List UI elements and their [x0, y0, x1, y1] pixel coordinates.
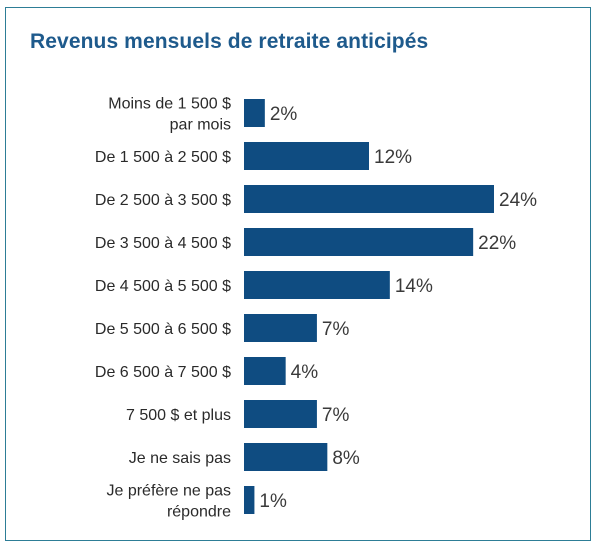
- category-label: Moins de 1 500 $: [108, 96, 231, 113]
- data-label: 1%: [259, 491, 287, 512]
- category-label: De 5 500 à 6 500 $: [95, 321, 231, 338]
- bar: [244, 357, 286, 385]
- data-label: 4%: [291, 362, 319, 383]
- category-label: De 4 500 à 5 500 $: [95, 278, 231, 295]
- category-label: De 6 500 à 7 500 $: [95, 364, 231, 381]
- category-label: par mois: [170, 117, 231, 134]
- category-label: De 1 500 à 2 500 $: [95, 149, 231, 166]
- bar: [244, 443, 328, 471]
- data-label: 7%: [322, 405, 350, 426]
- bar: [244, 400, 317, 428]
- category-label: De 3 500 à 4 500 $: [95, 235, 231, 252]
- bar: [244, 228, 474, 256]
- chart-title: Revenus mensuels de retraite anticipés: [30, 30, 429, 53]
- data-label: 2%: [270, 104, 298, 125]
- bar: [244, 185, 494, 213]
- data-label: 24%: [499, 190, 537, 211]
- data-label: 12%: [374, 147, 412, 168]
- data-label: 14%: [395, 276, 433, 297]
- category-label: 7 500 $ et plus: [126, 407, 231, 424]
- bar: [244, 142, 369, 170]
- category-label: Je ne sais pas: [129, 450, 231, 467]
- data-label: 7%: [322, 319, 350, 340]
- data-label: 22%: [478, 233, 516, 254]
- bar: [244, 486, 255, 514]
- category-label: De 2 500 à 3 500 $: [95, 192, 231, 209]
- data-label: 8%: [332, 448, 360, 469]
- bar: [244, 99, 265, 127]
- category-label: répondre: [167, 504, 231, 521]
- category-label: Je préfère ne pas: [106, 483, 231, 500]
- bar: [244, 271, 390, 299]
- bar: [244, 314, 317, 342]
